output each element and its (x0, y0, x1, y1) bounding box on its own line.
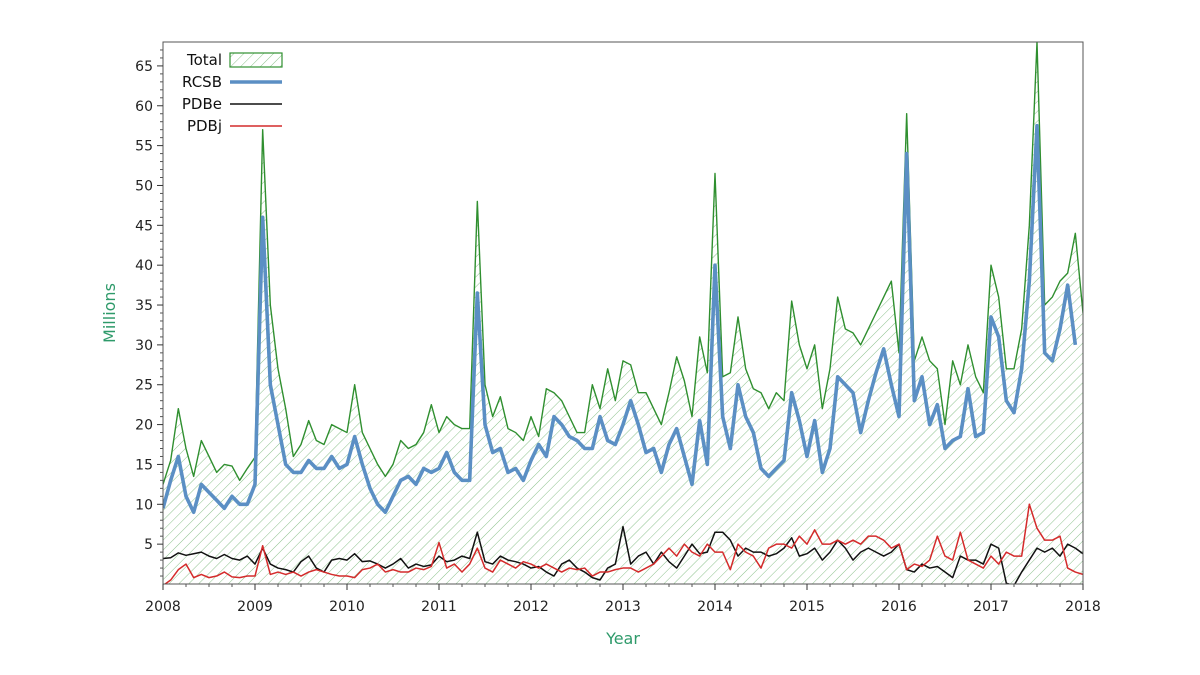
x-tick-label: 2015 (789, 599, 825, 615)
y-tick-label: 20 (135, 418, 153, 434)
y-axis-title: Millions (100, 283, 119, 343)
y-tick-label: 15 (135, 457, 153, 473)
x-tick-label: 2011 (421, 599, 457, 615)
x-tick-label: 2008 (145, 599, 181, 615)
y-tick-label: 65 (135, 59, 153, 75)
axes: 2008 2009 2010 2011 2012 2013 2014 2015 2016 2017… (100, 41, 1101, 648)
y-tick-label: 45 (135, 218, 153, 234)
x-tick-label: 2017 (973, 599, 1009, 615)
series-rcsb-line (163, 123, 1078, 515)
x-tick-label: 2010 (329, 599, 365, 615)
y-tick-label: 5 (144, 537, 153, 553)
series-total-line (163, 42, 1083, 485)
legend: Total RCSB PDBe PDBj (182, 51, 283, 135)
y-tick-label: 50 (135, 178, 153, 194)
x-tick-label: 2013 (605, 599, 641, 615)
y-tick-label: 40 (135, 258, 153, 274)
x-tick-label: 2014 (697, 599, 733, 615)
series-pdbj-line (163, 503, 1083, 584)
y-tick-label: 55 (135, 139, 153, 155)
area-total-fill (163, 42, 1083, 584)
legend-label-pdbj: PDBj (187, 117, 222, 135)
plot-area (163, 42, 1083, 584)
x-tick-label: 2012 (513, 599, 549, 615)
y-tick-label: 10 (135, 497, 153, 513)
series-pdbe-line (163, 525, 1083, 584)
y-tick-label: 60 (135, 99, 153, 115)
y-tick-label: 35 (135, 298, 153, 314)
y-tick-label: 30 (135, 338, 153, 354)
x-axis-title: Year (605, 629, 640, 648)
legend-label-total: Total (186, 51, 222, 69)
x-tick-label: 2009 (237, 599, 273, 615)
legend-label-pdbe: PDBe (182, 95, 222, 113)
x-tick-label: 2016 (881, 599, 917, 615)
legend-label-rcsb: RCSB (182, 73, 222, 91)
y-tick-label: 25 (135, 378, 153, 394)
legend-swatch-total (229, 52, 283, 68)
x-tick-label: 2018 (1065, 599, 1101, 615)
